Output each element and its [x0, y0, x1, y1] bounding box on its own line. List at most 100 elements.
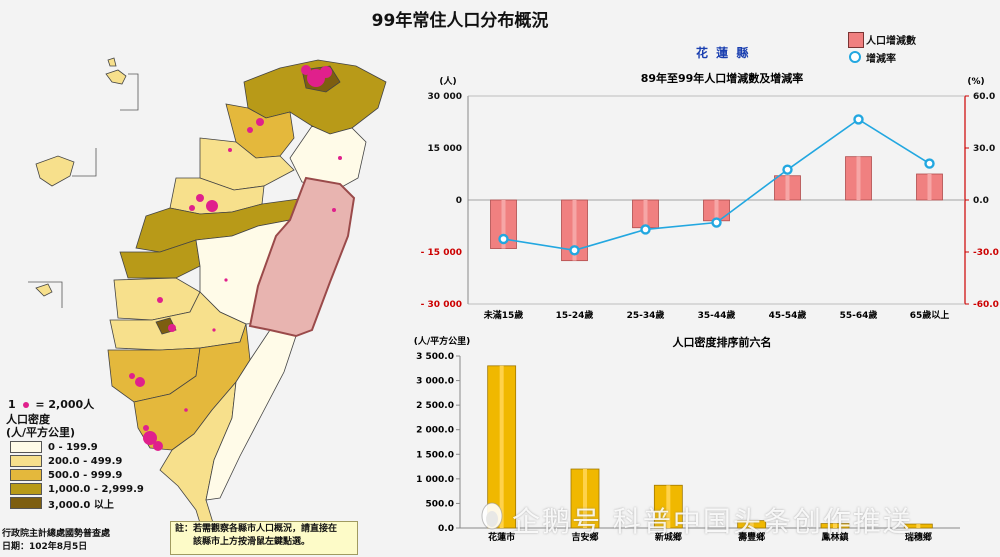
density-legend-swatch — [10, 497, 42, 509]
density-legend: 0 - 199.9 200.0 - 499.9 500.0 - 999.9 1,000… — [10, 440, 144, 511]
density-legend-label: 200.0 - 499.9 — [48, 455, 123, 467]
density-legend-label: 500.0 - 999.9 — [48, 469, 123, 481]
chart1-category-label: 15-24歲 — [556, 309, 594, 321]
chart2-bar-highlight — [666, 485, 671, 528]
density-legend-label: 0 - 199.9 — [48, 441, 98, 453]
chart2-tick: 0.0 — [438, 524, 454, 534]
chart2-unit: (人/平方公里) — [414, 335, 471, 347]
density-legend-swatch — [10, 455, 42, 467]
chart2-bar-highlight — [833, 523, 837, 528]
note-line-2: 該縣市上方按滑鼠左鍵點選。 — [193, 537, 311, 547]
chart1-left-tick: 30 000 — [428, 92, 462, 102]
taiwan-map — [28, 57, 387, 537]
chart1-category-label: 55-64歲 — [840, 309, 878, 321]
chart1-category-label: 35-44歲 — [698, 309, 736, 321]
note-line-1: 註：若需觀察各縣市人口概況，請直接在 — [175, 524, 338, 534]
region-name: 花 蓮 縣 — [696, 46, 751, 60]
credit-date: 日期：102年8月5日 — [2, 542, 88, 552]
chart1-bar-highlight — [927, 174, 932, 200]
chart2-category-label: 鳳林鎮 — [821, 531, 848, 543]
chart1-rate-point — [924, 158, 935, 169]
chart1-right-tick: 0.0 — [973, 196, 989, 206]
credit-org: 行政院主計總處國勢普查處 — [2, 529, 111, 539]
chart2-tick: 1 500.0 — [416, 450, 454, 460]
chart1-left-unit: (人) — [439, 75, 456, 87]
legend-line-label: 增減率 — [866, 54, 896, 65]
chart2-bar-highlight — [583, 469, 587, 528]
population-change-chart: 89年至99年人口增減數及增減率 (人) (%) 30 000 15 000 0 - … — [421, 71, 999, 321]
chart2-bar-highlight — [499, 365, 504, 528]
chart2-tick: 2 500.0 — [416, 401, 454, 411]
chart2-category-label: 新城鄉 — [655, 531, 682, 543]
penguin-icon — [481, 502, 503, 530]
region-taitung — [205, 329, 297, 501]
chart1-category-label: 45-54歲 — [769, 309, 807, 321]
chart1-right-tick: 30.0 — [973, 144, 995, 154]
chart2-category-label: 壽豐鄉 — [738, 531, 765, 543]
chart1-left-tick: - 30 000 — [421, 300, 462, 310]
density-legend-swatch — [10, 469, 42, 481]
chart1-rate-point — [498, 233, 509, 245]
note-box: 註：若需觀察各縣市人口概況，請直接在 該縣市上方按滑鼠左鍵點選。 — [170, 521, 358, 555]
density-legend-row: 500.0 - 999.9 — [10, 468, 144, 482]
density-legend-label: 3,000.0 以上 — [48, 499, 114, 511]
chart1-left-tick: 15 000 — [428, 144, 462, 154]
legend-line-icon — [849, 51, 861, 63]
chart1-bar-highlight — [785, 175, 790, 200]
chart2-bar-highlight — [749, 520, 754, 528]
chart2-tick: 500.0 — [426, 499, 454, 509]
chart1-bar-highlight — [572, 200, 577, 261]
density-legend-row: 1,000.0 - 2,999.9 — [10, 482, 144, 496]
chart1-bar-highlight — [501, 200, 506, 249]
density-legend-row: 3,000.0 以上 — [10, 496, 144, 511]
chart1-bar-highlight — [856, 156, 861, 200]
map-panel: 1 = 2,000人 人口密度 (人/平方公里) 0 - 199.9 200.0 … — [0, 30, 400, 557]
chart1-rate-point — [782, 164, 793, 175]
legend-bar-swatch — [848, 32, 864, 48]
credit: 行政院主計總處國勢普查處 日期：102年8月5日 — [2, 528, 110, 554]
chart1-rate-point — [853, 114, 864, 125]
chart1-bar-highlight — [643, 200, 648, 228]
chart1-right-tick: -60.0 — [973, 300, 999, 310]
chart1-title: 89年至99年人口增減數及增減率 — [641, 71, 804, 85]
density-legend-row: 200.0 - 499.9 — [10, 454, 144, 468]
density-legend-swatch — [10, 483, 42, 495]
chart1-bar-highlight — [714, 200, 719, 221]
chart1-right-tick: 60.0 — [973, 92, 995, 102]
chart1-category-label: 未滿15歲 — [483, 309, 524, 321]
chart2-tick: 1 000.0 — [416, 475, 454, 485]
density-legend-title: 人口密度 — [6, 413, 50, 426]
chart2-category-label: 瑞穗鄉 — [905, 531, 932, 543]
density-legend-label: 1,000.0 - 2,999.9 — [48, 483, 144, 495]
dot-legend-equals: = 2,000人 — [35, 398, 95, 411]
chart1-left-tick: - 15 000 — [421, 248, 462, 258]
chart2-title: 人口密度排序前六名 — [673, 335, 772, 349]
map-regions[interactable] — [107, 59, 387, 537]
chart2-tick: 3 000.0 — [416, 377, 454, 387]
region-hualien-highlight — [248, 176, 356, 338]
dot-legend: 1 = 2,000人 — [8, 396, 94, 412]
region-yilan — [289, 125, 367, 189]
chart2-bar-highlight — [916, 524, 921, 528]
density-legend-swatch — [10, 441, 42, 453]
chart1-rate-point — [640, 224, 651, 235]
chart1-right-unit: (%) — [967, 77, 984, 87]
page-title: 99年常住人口分布概況 — [371, 11, 549, 31]
legend-bar-label: 人口增減數 — [866, 36, 916, 47]
chart1-category-label: 65歲以上 — [910, 309, 950, 321]
density-legend-unit: (人/平方公里) — [6, 426, 76, 439]
dot-legend-count: 1 — [8, 398, 16, 411]
dot-legend-icon — [22, 402, 29, 408]
watermark: 企鹅号 科普中国头条创作推送 — [512, 505, 913, 538]
chart1-rate-point — [711, 217, 722, 228]
chart1-left-tick: 0 — [456, 196, 462, 206]
density-legend-row: 0 - 199.9 — [10, 440, 144, 454]
penghu-islands[interactable] — [35, 57, 127, 297]
density-top6-chart: 人口密度排序前六名 (人/平方公里) 3 500.0 3 000.0 2 500.0… — [414, 335, 960, 543]
chart2-category-label: 吉安鄉 — [571, 531, 598, 543]
chart1-right-tick: -30.0 — [973, 248, 999, 258]
chart2-tick: 3 500.0 — [416, 352, 454, 362]
chart2-tick: 2 000.0 — [416, 426, 454, 436]
population-dots — [129, 65, 342, 451]
chart2-category-label: 花蓮市 — [488, 531, 515, 543]
